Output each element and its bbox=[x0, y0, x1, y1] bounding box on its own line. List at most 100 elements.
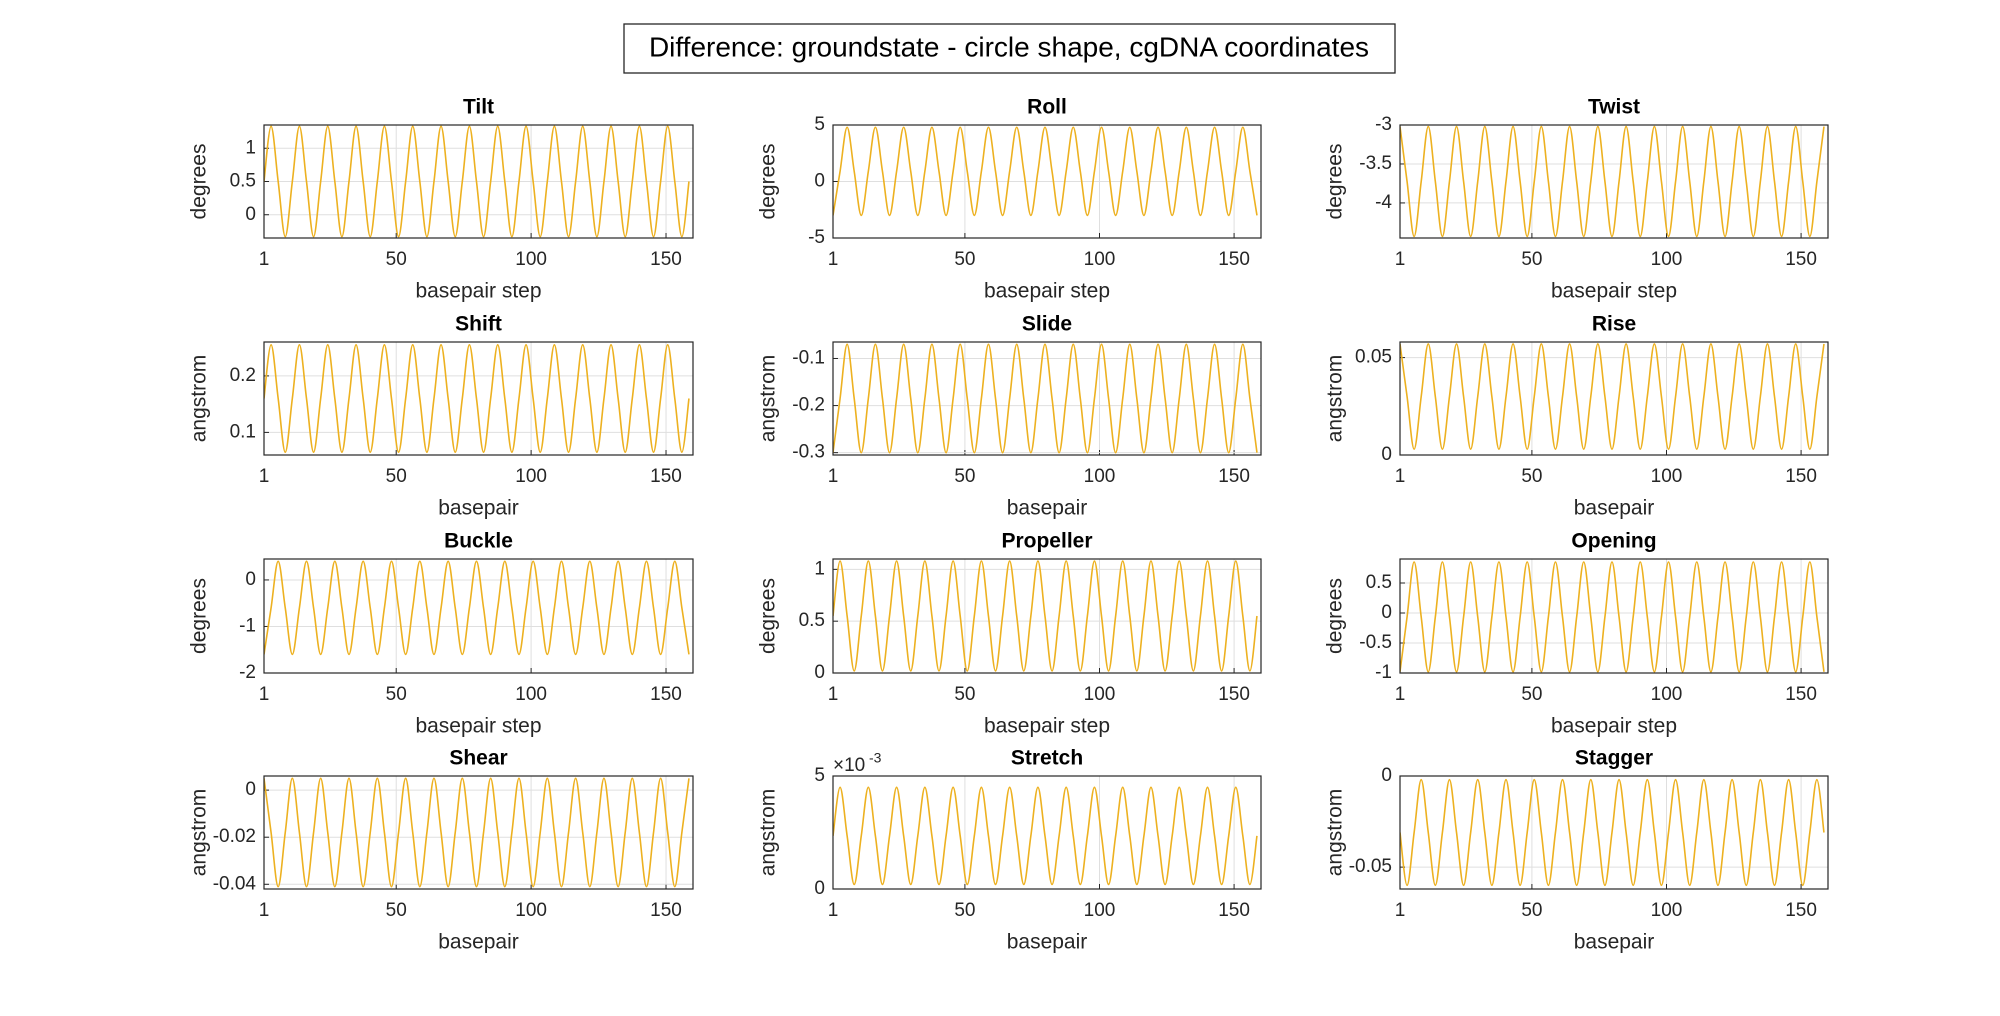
plot-area bbox=[833, 343, 1258, 454]
x-tick-label: 1 bbox=[259, 249, 270, 270]
subplot-title: Stretch bbox=[1011, 747, 1083, 770]
x-tick-label: 150 bbox=[650, 900, 682, 921]
x-tick-label: 150 bbox=[1785, 900, 1817, 921]
y-tick-label: 0 bbox=[1381, 602, 1392, 623]
y-tick-label: -2 bbox=[239, 662, 256, 683]
y-tick-label: -1 bbox=[239, 615, 256, 636]
y-tick-label: 0 bbox=[245, 569, 256, 590]
y-tick-label: 0.1 bbox=[230, 421, 256, 442]
y-tick-label: -0.2 bbox=[792, 395, 825, 416]
x-tick-label: 100 bbox=[1084, 466, 1116, 487]
x-axis-label: basepair step bbox=[984, 715, 1110, 738]
x-tick-label: 50 bbox=[386, 249, 407, 270]
x-tick-label: 150 bbox=[1785, 466, 1817, 487]
subplot-title: Propeller bbox=[1001, 530, 1092, 553]
axes-box bbox=[263, 775, 694, 890]
x-axis-label: basepair step bbox=[1551, 280, 1677, 303]
data-line bbox=[264, 344, 690, 453]
subplot-title: Twist bbox=[1588, 96, 1640, 119]
plot-area bbox=[1400, 125, 1825, 238]
plot-area bbox=[833, 126, 1258, 217]
x-tick-label: 1 bbox=[1395, 466, 1406, 487]
x-tick-label: 1 bbox=[828, 900, 839, 921]
y-tick-label: -3.5 bbox=[1359, 153, 1392, 174]
data-line bbox=[264, 560, 690, 656]
x-axis-label: basepair bbox=[438, 931, 519, 954]
x-tick-label: 100 bbox=[1651, 466, 1683, 487]
x-axis-label: basepair step bbox=[415, 715, 541, 738]
exponent-power: -3 bbox=[869, 750, 882, 766]
y-tick-label: 0.5 bbox=[230, 171, 256, 192]
x-tick-label: 150 bbox=[1218, 684, 1250, 705]
y-axis-label: angstrom bbox=[757, 355, 780, 443]
y-tick-label: 5 bbox=[814, 765, 825, 786]
plot-area bbox=[833, 786, 1258, 886]
y-axis-label: degrees bbox=[1324, 144, 1347, 220]
plot-area bbox=[264, 344, 690, 453]
axes-box bbox=[832, 775, 1262, 890]
y-tick-label: -1 bbox=[1375, 662, 1392, 683]
y-axis-label: degrees bbox=[1324, 578, 1347, 654]
x-tick-label: 100 bbox=[1651, 684, 1683, 705]
axes-box bbox=[1399, 558, 1829, 674]
x-tick-label: 100 bbox=[515, 249, 547, 270]
x-tick-label: 50 bbox=[386, 900, 407, 921]
y-tick-label: -0.5 bbox=[1359, 632, 1392, 653]
y-tick-label: -0.05 bbox=[1349, 856, 1392, 877]
y-tick-label: 1 bbox=[814, 558, 825, 579]
figure-title: Difference: groundstate - circle shape, … bbox=[649, 31, 1369, 62]
x-tick-label: 50 bbox=[1521, 900, 1542, 921]
y-axis-label: degrees bbox=[757, 144, 780, 220]
x-tick-label: 50 bbox=[386, 684, 407, 705]
y-tick-label: 0 bbox=[245, 204, 256, 225]
y-tick-label: -5 bbox=[808, 227, 825, 248]
subplot-title: Roll bbox=[1027, 96, 1067, 119]
x-tick-label: 1 bbox=[828, 684, 839, 705]
axes-box bbox=[1399, 775, 1829, 890]
data-line bbox=[264, 777, 690, 888]
axes-box bbox=[832, 558, 1262, 674]
subplot-title: Rise bbox=[1592, 313, 1636, 336]
y-tick-label: 0.5 bbox=[1366, 572, 1392, 593]
data-line bbox=[1400, 561, 1825, 673]
y-tick-label: -0.1 bbox=[792, 347, 825, 368]
x-tick-label: 100 bbox=[1084, 900, 1116, 921]
x-tick-label: 150 bbox=[1785, 249, 1817, 270]
x-axis-label: basepair step bbox=[984, 280, 1110, 303]
x-tick-label: 1 bbox=[1395, 900, 1406, 921]
axes-box bbox=[832, 341, 1262, 456]
x-tick-label: 100 bbox=[515, 900, 547, 921]
plot-area bbox=[264, 777, 690, 888]
x-axis-label: basepair step bbox=[1551, 715, 1677, 738]
x-tick-label: 1 bbox=[1395, 249, 1406, 270]
x-tick-label: 150 bbox=[650, 466, 682, 487]
y-tick-label: 0 bbox=[245, 779, 256, 800]
x-axis-label: basepair bbox=[438, 497, 519, 520]
subplot-title: Slide bbox=[1022, 313, 1072, 336]
y-tick-label: -0.04 bbox=[213, 873, 257, 894]
subplot-title: Tilt bbox=[463, 96, 494, 119]
x-tick-label: 1 bbox=[828, 249, 839, 270]
axes-box bbox=[832, 124, 1262, 239]
x-tick-label: 1 bbox=[259, 466, 270, 487]
data-line bbox=[833, 560, 1258, 672]
y-tick-label: 0 bbox=[1381, 765, 1392, 786]
x-tick-label: 150 bbox=[650, 684, 682, 705]
exponent-base: ×10 bbox=[833, 755, 865, 776]
x-tick-label: 50 bbox=[954, 684, 975, 705]
data-line bbox=[264, 125, 690, 238]
subplot-title: Buckle bbox=[444, 530, 513, 553]
subplot-title: Stagger bbox=[1575, 747, 1653, 770]
x-tick-label: 150 bbox=[650, 249, 682, 270]
x-tick-label: 100 bbox=[1651, 249, 1683, 270]
x-tick-label: 100 bbox=[1651, 900, 1683, 921]
y-axis-label: angstrom bbox=[757, 789, 780, 877]
y-tick-label: 5 bbox=[814, 114, 825, 135]
axes-box bbox=[263, 558, 694, 674]
x-tick-label: 1 bbox=[259, 900, 270, 921]
x-tick-label: 50 bbox=[1521, 249, 1542, 270]
y-axis-label: angstrom bbox=[1324, 789, 1347, 877]
y-axis-label: degrees bbox=[188, 578, 211, 654]
x-tick-label: 1 bbox=[828, 466, 839, 487]
